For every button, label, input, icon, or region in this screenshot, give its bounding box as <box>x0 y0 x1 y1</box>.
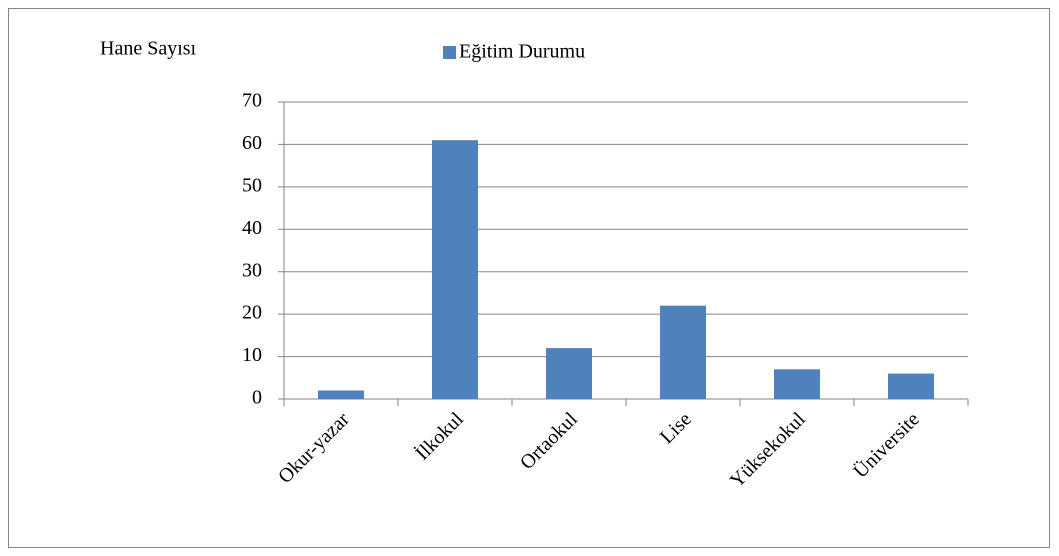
y-tick-label: 0 <box>252 387 262 409</box>
y-axis-title: Hane Sayısı <box>100 38 197 60</box>
y-tick-label: 40 <box>242 217 262 239</box>
chart-border <box>8 8 1050 548</box>
y-tick-label: 10 <box>242 344 262 366</box>
y-tick-label: 60 <box>242 132 262 154</box>
bar <box>660 305 706 399</box>
bar <box>774 369 820 399</box>
y-tick-label: 50 <box>242 174 262 196</box>
bar <box>546 348 592 399</box>
legend-label: Eğitim Durumu <box>459 41 585 63</box>
bar <box>888 373 934 399</box>
bar <box>432 140 478 399</box>
y-tick-label: 30 <box>242 259 262 281</box>
y-tick-label: 70 <box>242 90 262 112</box>
legend-swatch <box>443 46 456 59</box>
y-tick-label: 20 <box>242 302 262 324</box>
bar <box>318 390 364 399</box>
